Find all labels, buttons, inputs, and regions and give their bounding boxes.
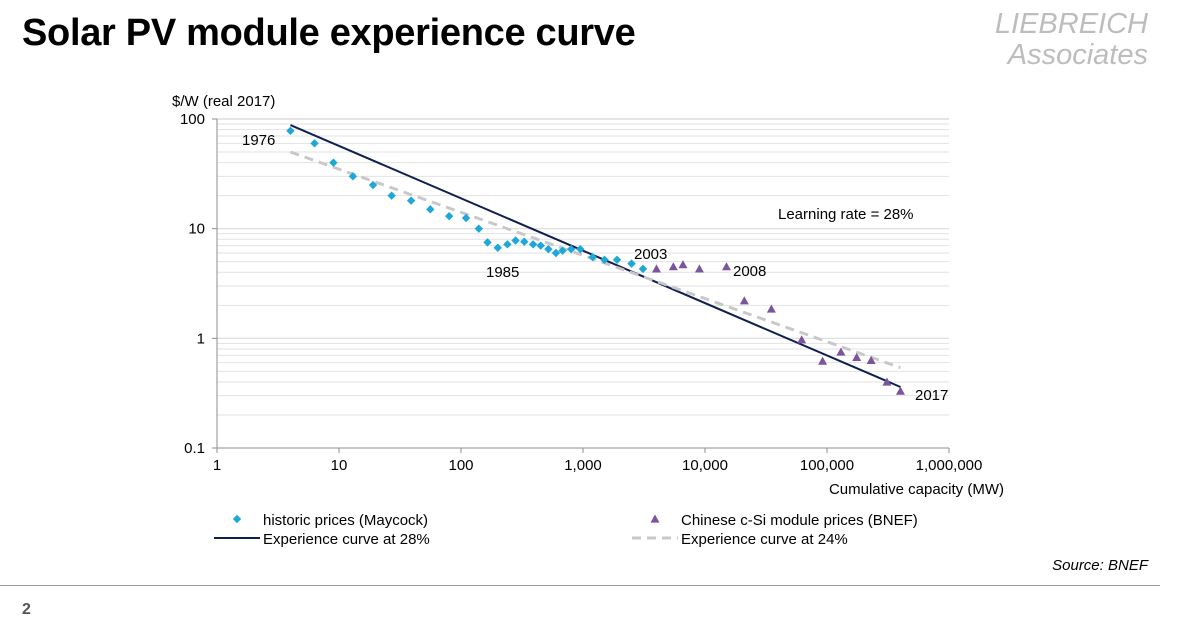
legend-bnef-marker	[650, 514, 660, 523]
maycock-point	[558, 246, 567, 255]
maycock-point	[348, 172, 358, 181]
y-tick-label: 1	[197, 330, 205, 347]
chart-legend: historic prices (Maycock) Chinese c-Si mo…	[214, 512, 918, 548]
bnef-point	[678, 260, 688, 269]
maycock-point	[444, 211, 454, 221]
x-tick-label: 1,000	[564, 457, 602, 474]
maycock-point	[406, 196, 416, 205]
legend-curve24-label: Experience curve at 24%	[681, 531, 848, 548]
legend-curve28-label: Experience curve at 28%	[263, 531, 430, 548]
maycock-point	[329, 158, 338, 167]
bnef-point	[852, 352, 862, 362]
experience-curve-24	[289, 150, 901, 370]
maycock-point	[536, 241, 545, 250]
maycock-point	[483, 238, 492, 247]
bnef-point	[739, 296, 749, 305]
x-tick-label: 1	[213, 457, 221, 474]
maycock-point	[511, 236, 520, 245]
maycock-point	[612, 255, 622, 265]
annotation-label: 1976	[242, 132, 275, 149]
bnef-point	[836, 347, 846, 356]
x-tick-label: 100,000	[800, 457, 854, 474]
x-tick-label: 100	[448, 457, 473, 474]
maycock-point	[638, 264, 648, 274]
maycock-point	[493, 243, 502, 252]
maycock-point	[426, 205, 435, 214]
annotation-label: Learning rate = 28%	[778, 206, 914, 223]
legend-bnef-label: Chinese c-Si module prices (BNEF)	[681, 512, 918, 529]
y-tick-label: 10	[188, 221, 205, 238]
legend-maycock-marker	[232, 514, 242, 524]
maycock-point	[368, 180, 378, 190]
bnef-point	[651, 264, 661, 273]
maycock-point	[310, 139, 319, 148]
bnef-point	[882, 377, 892, 386]
brand-line-2: Associates	[1007, 39, 1148, 71]
footer-divider	[0, 585, 1160, 586]
y-tick-label: 0.1	[184, 440, 205, 457]
maycock-point	[566, 244, 576, 254]
page-title: Solar PV module experience curve	[22, 12, 636, 54]
maycock-point	[528, 240, 538, 249]
bnef-point	[694, 264, 704, 273]
annotation-label: 2017	[915, 387, 948, 404]
maycock-point	[387, 191, 396, 200]
x-axis-title: Cumulative capacity (MW)	[829, 481, 1004, 498]
x-tick-label: 10,000	[682, 457, 728, 474]
maycock-point	[551, 248, 561, 258]
chart-labels: 1976 1985 2003 2008 2017 Learning rate = 28%	[242, 132, 948, 404]
brand-logo: LIEBREICH Associates	[995, 9, 1148, 71]
bnef-point	[721, 262, 731, 271]
y-axis-title: $/W (real 2017)	[172, 93, 275, 110]
brand-line-1: LIEBREICH	[994, 8, 1148, 40]
axes: 1 10 100 1,000 10,000 100,000 1,000,0001001010…	[172, 93, 1004, 498]
bnef-point	[797, 335, 807, 344]
annotation-label: 1985	[486, 264, 519, 281]
maycock-point	[627, 259, 636, 268]
maycock-point	[461, 213, 471, 223]
bnef-point	[895, 386, 905, 395]
maycock-point	[544, 244, 553, 254]
bnef-point	[866, 355, 876, 364]
data-points	[286, 126, 905, 395]
bnef-point	[668, 262, 678, 271]
legend-maycock-label: historic prices (Maycock)	[263, 512, 428, 529]
y-tick-label: 100	[180, 111, 205, 128]
maycock-point	[600, 255, 609, 265]
maycock-point	[588, 252, 597, 262]
bnef-point	[818, 356, 828, 365]
x-tick-label: 10	[331, 457, 348, 474]
annotation-label: 2003	[634, 246, 667, 263]
bnef-point	[766, 304, 776, 313]
grid-lines	[217, 118, 949, 416]
maycock-point	[576, 244, 585, 254]
maycock-point	[286, 126, 295, 136]
x-tick-label: 1,000,000	[916, 457, 983, 474]
maycock-point	[503, 240, 512, 249]
maycock-point	[474, 224, 484, 233]
maycock-point	[520, 237, 529, 246]
page-number: 2	[22, 601, 31, 618]
source-note: Source: BNEF	[1052, 557, 1148, 574]
annotation-label: 2008	[733, 263, 766, 280]
